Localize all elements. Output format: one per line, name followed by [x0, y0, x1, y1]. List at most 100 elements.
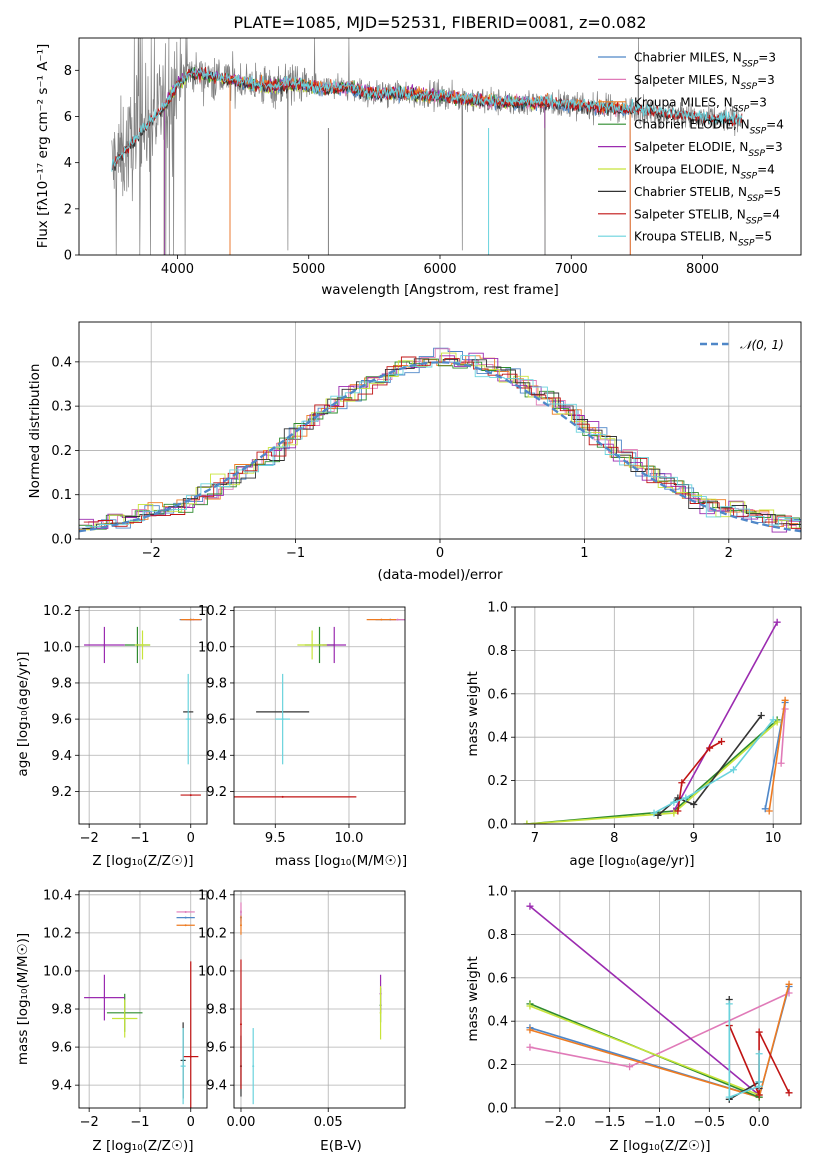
mass-weight-marker	[682, 794, 690, 802]
mass-weight-marker	[670, 798, 678, 806]
y-tick-label: 0.0	[487, 1102, 508, 1117]
legend-count: =3	[758, 51, 776, 65]
mass-weight-marker	[761, 805, 769, 813]
x-tick-label: 0	[187, 1115, 195, 1130]
data-point	[281, 718, 284, 721]
y-tick-label: 0.0	[51, 533, 72, 548]
panel-3: −2 −1 0 9.2 9.4 9.6 9.8 10.0 10.2	[43, 604, 208, 846]
y-tick-label: 0.4	[51, 355, 72, 370]
data-point	[239, 910, 242, 913]
y-tick-label: 9.8	[206, 676, 227, 691]
mw-z-ylabel: mass weight	[465, 956, 481, 1041]
spectrum-legend: Chabrier MILES, NSSP=3 Salpeter MILES, NS…	[598, 51, 784, 249]
y-tick-label: 9.4	[206, 749, 227, 764]
panel-6: −2 −1 0 9.4 9.6 9.8 10.0 10.2 10.4	[43, 888, 208, 1130]
mass-weight-marker	[526, 1043, 534, 1051]
spectrum-ylabel: Flux [fλ10⁻¹⁷ erg cm⁻² s⁻¹ A⁻¹]	[35, 44, 51, 249]
data-point	[141, 643, 144, 646]
legend-count: =3	[765, 140, 783, 154]
figure-title: PLATE=1085, MJD=52531, FIBERID=0081, z=0…	[233, 13, 646, 32]
age-z-ylabel: age [log₁₀(age/yr)]	[15, 651, 31, 776]
mass-weight-marker	[650, 809, 658, 817]
mass-weight-marker	[626, 1063, 634, 1071]
panel-1: 4000 5000 6000 7000 8000 0 2 4 6 8 Chabrier MILES,…	[64, 37, 802, 277]
mass-weight-line	[653, 719, 774, 814]
axes-frame	[514, 890, 802, 1109]
residual-legend: 𝒩(0, 1)	[700, 338, 784, 352]
x-tick-label: 8	[610, 831, 618, 846]
legend-label: Chabrier MILES, NSSP=3	[634, 51, 776, 70]
mass-z-xlabel: Z [log₁₀(Z/Z☉)]	[92, 1138, 193, 1154]
mass-weight-line	[677, 740, 722, 812]
panel-5: 7 8 9 10 0.0 0.2 0.4 0.6 0.8 1.0	[487, 601, 802, 846]
x-tick-label: 0	[187, 831, 195, 846]
legend-sub: SSP	[738, 239, 755, 249]
y-tick-label: 10.0	[198, 640, 227, 655]
y-tick-label: 9.6	[206, 1041, 227, 1056]
legend-label: Salpeter STELIB, NSSP=4	[634, 207, 780, 226]
x-tick-label: 7	[531, 831, 539, 846]
data-point	[187, 718, 190, 721]
data-point	[182, 1065, 185, 1068]
data-point	[184, 916, 187, 919]
y-tick-label: 6	[64, 110, 72, 125]
residual-histogram	[79, 347, 801, 529]
data-point	[396, 618, 399, 621]
mass-weight-marker	[755, 1050, 763, 1058]
y-tick-label: 0.8	[487, 644, 508, 659]
y-tick-label: 10.4	[198, 888, 227, 903]
legend-count: =4	[762, 207, 780, 221]
x-tick-label: 0	[436, 546, 444, 561]
y-tick-label: 10.0	[198, 964, 227, 979]
model-salpeter-stelib	[111, 67, 743, 171]
data-point	[311, 643, 314, 646]
mass-weight-marker	[670, 809, 678, 817]
mass-weight-marker	[654, 811, 662, 819]
data-point	[189, 794, 192, 797]
y-tick-label: 0.4	[487, 731, 508, 746]
legend-count: =5	[754, 230, 772, 244]
y-tick-label: 2	[64, 202, 72, 217]
mass-weight-line	[780, 708, 786, 764]
legend-count: =4	[766, 118, 784, 132]
data-point	[333, 643, 336, 646]
x-tick-label: 1	[580, 546, 588, 561]
y-tick-label: 9.8	[206, 1003, 227, 1018]
y-tick-label: 0.3	[51, 400, 72, 415]
x-tick-label: −2	[80, 1115, 99, 1130]
x-tick-label: 10	[765, 831, 782, 846]
data-point	[184, 910, 187, 913]
mass-weight-marker	[678, 779, 686, 787]
axes-frame	[514, 606, 802, 825]
mass-weight-marker	[777, 759, 785, 767]
x-tick-label: 6000	[423, 262, 456, 277]
axes-frame	[78, 890, 208, 1109]
legend-label: Kroupa STELIB, NSSP=5	[634, 230, 772, 249]
y-tick-label: 9.4	[51, 749, 72, 764]
y-tick-label: 9.4	[51, 1079, 72, 1094]
axes-frame	[233, 606, 406, 825]
x-tick-label: −1.5	[594, 1115, 626, 1130]
y-tick-label: 9.2	[51, 785, 72, 800]
mass-weight-marker	[773, 618, 781, 626]
y-tick-label: 10.0	[43, 640, 72, 655]
mass-weight-marker	[706, 744, 714, 752]
mw-age-xlabel: age [log₁₀(age/yr)]	[569, 853, 694, 869]
axes-frame	[78, 606, 208, 825]
x-tick-label: −0.5	[694, 1115, 726, 1130]
legend-count: =3	[749, 95, 767, 109]
mass-ebv-xlabel: E(B-V)	[320, 1138, 362, 1154]
x-tick-label: −2	[80, 831, 99, 846]
mass-weight-marker	[781, 696, 789, 704]
residual-histogram	[79, 352, 801, 533]
data-point	[103, 996, 106, 999]
legend-label: Chabrier STELIB, NSSP=5	[634, 185, 781, 204]
x-tick-label: −2.0	[544, 1115, 576, 1130]
legend-count: =5	[764, 185, 782, 199]
y-tick-label: 0.2	[51, 444, 72, 459]
data-point	[189, 618, 192, 621]
x-tick-label: 4000	[161, 262, 194, 277]
legend-label: Salpeter ELODIE, NSSP=3	[634, 140, 783, 159]
plot-area	[84, 618, 202, 797]
mass-weight-marker	[765, 807, 773, 815]
